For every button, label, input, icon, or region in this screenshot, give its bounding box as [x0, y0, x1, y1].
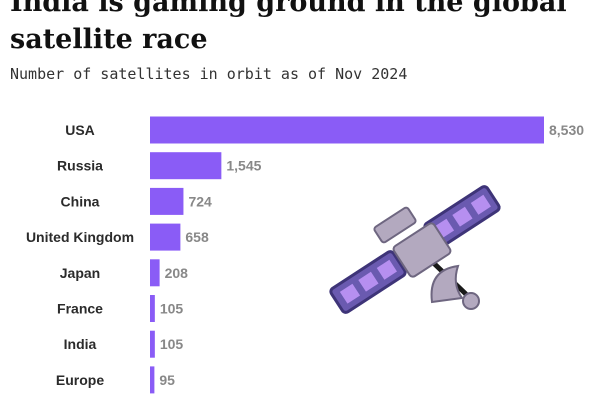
bar	[150, 116, 544, 144]
bar	[150, 223, 181, 251]
bar	[150, 295, 155, 322]
bar	[150, 366, 155, 394]
chart-subtitle: Number of satellites in orbit as of Nov …	[10, 65, 408, 83]
value-label: 658	[185, 229, 209, 245]
bar	[150, 330, 155, 358]
category-label: Europe	[56, 372, 104, 388]
category-label: USA	[65, 122, 95, 138]
value-label: 724	[188, 193, 212, 209]
category-label: France	[57, 301, 103, 317]
category-label: Japan	[60, 265, 100, 281]
value-label: 1,545	[226, 158, 261, 174]
chart-title: India is gaming ground in the global sat…	[10, 0, 567, 55]
category-label: United Kingdom	[26, 229, 134, 245]
satellite-icon	[329, 185, 501, 314]
category-label: Russia	[57, 158, 103, 174]
bar	[150, 259, 160, 287]
bar	[150, 187, 184, 215]
category-label: India	[64, 336, 97, 352]
bar	[150, 152, 222, 180]
value-label: 95	[159, 372, 175, 388]
value-label: 105	[160, 301, 184, 317]
value-label: 208	[165, 265, 189, 281]
value-label: 8,530	[549, 122, 584, 138]
category-label: China	[61, 193, 100, 209]
value-label: 105	[160, 336, 184, 352]
